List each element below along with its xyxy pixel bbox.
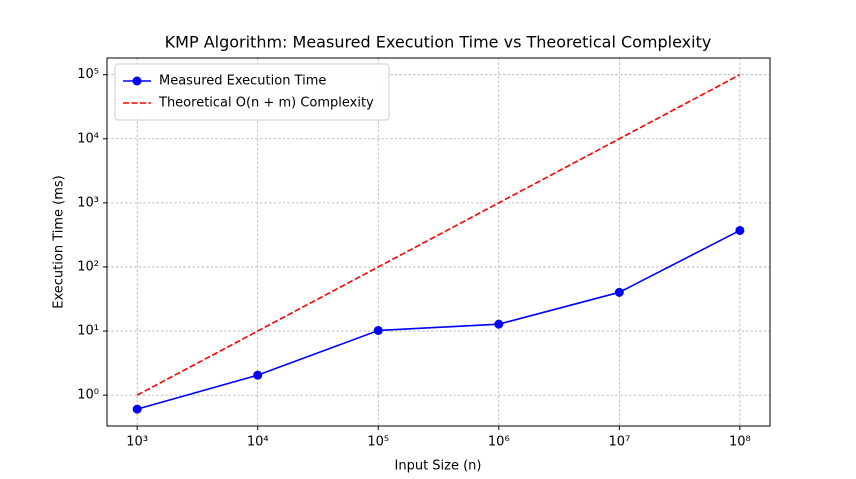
x-tick-label: 10⁷ [608, 435, 630, 450]
legend-box [114, 63, 390, 121]
data-point [253, 370, 263, 380]
y-tick-label: 10³ [77, 195, 99, 210]
x-tick-label: 10⁶ [488, 435, 510, 450]
legend-marker [132, 76, 142, 86]
series-line [136, 73, 741, 396]
plot-frame [106, 57, 771, 427]
x-tick-label: 10⁸ [729, 435, 751, 450]
y-tick-label: 10⁰ [77, 388, 99, 403]
chart-title: KMP Algorithm: Measured Execution Time v… [165, 33, 712, 52]
y-tick-label: 10¹ [77, 324, 99, 339]
x-tick-label: 10⁴ [247, 435, 269, 450]
legend-label: Theoretical O(n + m) Complexity [158, 96, 374, 111]
data-point [373, 325, 383, 335]
data-point [494, 319, 504, 329]
x-tick-label: 10³ [126, 435, 148, 450]
data-point [132, 404, 142, 414]
x-tick-label: 10⁵ [367, 435, 389, 450]
data-point [735, 225, 745, 235]
data-point [614, 287, 624, 297]
y-tick-label: 10⁵ [77, 67, 99, 82]
legend-label: Measured Execution Time [159, 74, 326, 89]
y-axis-label: Execution Time (ms) [52, 175, 67, 308]
y-tick-label: 10² [77, 259, 99, 274]
y-tick-label: 10⁴ [77, 131, 99, 146]
series-line [136, 229, 741, 410]
x-axis-label: Input Size (n) [395, 459, 482, 474]
